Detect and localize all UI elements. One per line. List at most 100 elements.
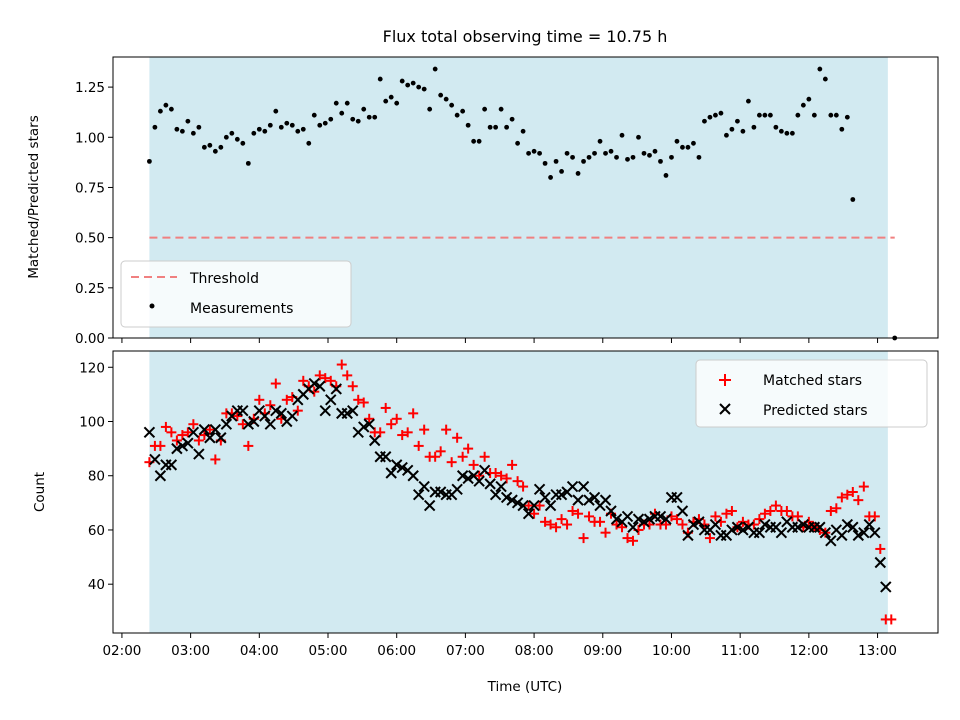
matched-star-point [468, 459, 479, 470]
measurement-point [372, 114, 378, 120]
measurement-point [223, 134, 229, 140]
matched-star-point [446, 457, 457, 468]
predicted-star-point [577, 480, 590, 493]
predicted-star-point [314, 380, 326, 392]
matched-star-point [408, 408, 419, 419]
matched-star-point [617, 522, 628, 533]
matched-star-point [765, 505, 776, 516]
matched-star-point [551, 522, 562, 533]
measurement-point [767, 112, 773, 118]
measurement-point [438, 92, 444, 98]
matched-star-point [842, 489, 853, 500]
measurement-point [844, 114, 850, 120]
matched-star-point [435, 446, 446, 457]
predicted-star-point [456, 470, 469, 482]
predicted-star-point [874, 556, 887, 569]
predicted-star-point [819, 526, 832, 539]
measurement-point [553, 158, 559, 164]
measurement-point [630, 154, 636, 160]
matched-star-point [342, 370, 353, 381]
matched-star-point [358, 397, 369, 408]
measurement-point [185, 118, 191, 124]
predicted-star-point [737, 524, 749, 536]
measurement-point [663, 173, 669, 178]
predicted-star-point [325, 394, 337, 406]
matched-star-point [512, 476, 523, 487]
measurement-point [196, 124, 202, 130]
matched-star-point [243, 440, 254, 451]
measurement-point [487, 124, 493, 130]
x-tick-label: 10:00 [652, 643, 691, 659]
matched-star-point [171, 435, 182, 446]
measurement-point [388, 94, 394, 100]
predicted-star-point [852, 529, 865, 542]
measurement-point [432, 66, 438, 72]
matched-star-point [501, 473, 512, 484]
predicted-star-point [572, 494, 584, 506]
predicted-star-point [396, 461, 408, 474]
measurement-point [311, 112, 317, 118]
predicted-star-point [836, 529, 848, 542]
matched-star-point [336, 359, 347, 370]
measurement-point [405, 82, 411, 88]
matched-star-point [430, 451, 441, 462]
measurement-point [509, 116, 515, 122]
measurement-point [647, 152, 652, 158]
predicted-star-point [841, 518, 854, 531]
measurement-point [240, 140, 246, 146]
measurement-point [284, 120, 290, 126]
bottom-axis-ticks: 40 60 80 100 120 02:00 03:00 04:00 05:00 06:00 07:… [79, 360, 897, 659]
matched-star-point [677, 519, 688, 530]
bottom-y-tick-label: 60 [88, 523, 105, 539]
matched-star-point [600, 527, 611, 538]
measurement-point [295, 128, 301, 134]
predicted-star-point [533, 483, 546, 495]
measurement-point [212, 148, 218, 154]
matched-star-point [325, 375, 336, 386]
predicted-star-point [369, 434, 381, 447]
measurement-point [476, 138, 482, 144]
measurement-point [218, 144, 224, 150]
measurement-point [152, 124, 158, 130]
matched-star-point [595, 516, 606, 527]
predicted-star-point [671, 491, 683, 504]
matched-star-point [402, 427, 413, 438]
matched-star-point [567, 505, 578, 516]
measurement-point [806, 96, 812, 102]
measurement-point [795, 112, 801, 118]
predicted-star-point [270, 404, 282, 417]
matched-star-point [754, 514, 765, 525]
matched-star-point [204, 424, 215, 435]
measurement-point [537, 150, 542, 156]
measurement-point [267, 122, 273, 128]
predicted-star-point [341, 407, 353, 420]
measurement-point [377, 76, 383, 82]
measurement-point [333, 100, 339, 106]
predicted-star-point [363, 418, 375, 430]
x-tick-label: 11:00 [721, 643, 760, 659]
measurement-point [421, 86, 427, 92]
matched-star-point [496, 470, 507, 481]
x-tick-label: 03:00 [171, 643, 210, 659]
predicted-star-point [165, 459, 178, 471]
matched-star-point [875, 543, 886, 554]
bottom-legend: Matched stars Predicted stars [695, 359, 928, 428]
predicted-star-point [753, 526, 766, 539]
measurement-point [174, 126, 180, 132]
measurement-point [493, 124, 499, 130]
predicted-star-point [193, 448, 205, 460]
bottom-y-tick-label: 100 [79, 415, 105, 431]
measurement-point [300, 126, 306, 132]
predicted-star-point [566, 480, 579, 493]
bottom-panel: 40 60 80 100 120 02:00 03:00 04:00 05:00 06:00 07:… [32, 350, 939, 695]
x-tick-label: 13:00 [858, 643, 897, 659]
x-tick-label: 05:00 [309, 643, 348, 659]
predicted-star-point [539, 491, 551, 504]
matched-star-point [160, 421, 171, 432]
measurement-point [443, 96, 449, 102]
predicted-star-point [182, 437, 194, 449]
measurement-point [168, 106, 174, 112]
predicted-star-point [412, 489, 425, 501]
measurement-point [465, 122, 471, 128]
